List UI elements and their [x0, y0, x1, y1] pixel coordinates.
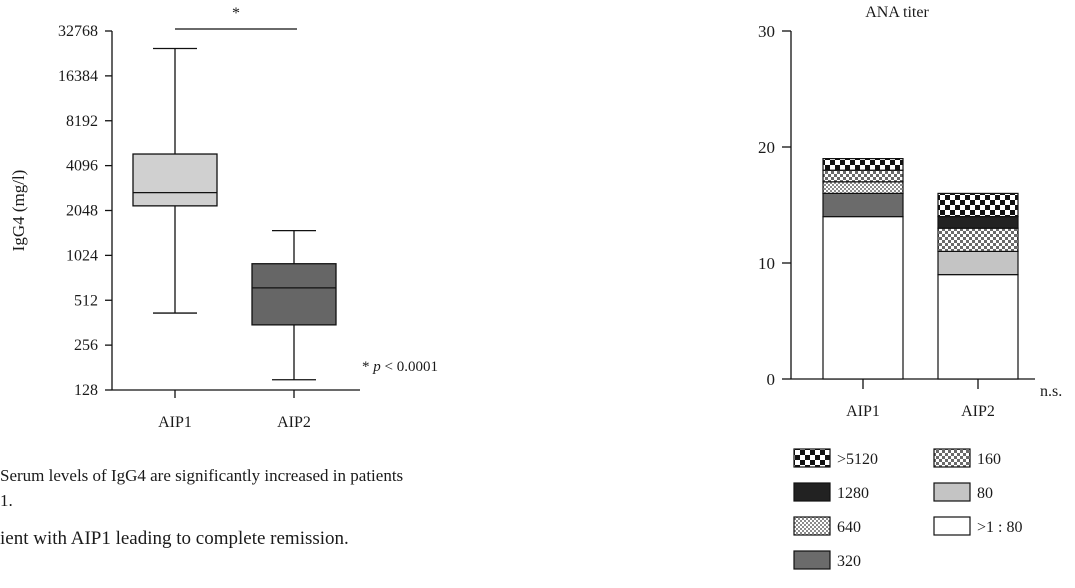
y-tick-label: 1024 — [66, 247, 98, 264]
legend-label: 1280 — [837, 485, 869, 502]
x-tick-label: AIP2 — [961, 403, 995, 420]
legend-swatch-darkgray — [793, 550, 831, 570]
bar-segment-aip2-lightgray — [937, 250, 1019, 276]
bar-segment-aip1-white — [822, 216, 904, 380]
significance-star: * — [232, 5, 240, 22]
legend-label: >1 : 80 — [977, 519, 1022, 536]
legend-swatch-black — [793, 482, 831, 502]
legend-label: 80 — [977, 485, 993, 502]
p-value-threshold: < 0.0001 — [381, 359, 438, 375]
ana-titer-bar-chart: 0 10 20 30 ANA titer AIP1 AIP2 n.s. >5120 160 1280… — [758, 4, 1062, 570]
bar-segment-aip2-bigcheck — [937, 192, 1019, 218]
y-tick-label: 2048 — [66, 203, 98, 220]
legend-label: 160 — [977, 451, 1001, 468]
igg4-boxplot: 128 256 512 1024 2048 4096 8192 16384 32768 IgG4 … — [9, 5, 438, 431]
legend-swatch-lightgray — [933, 482, 971, 502]
y-tick-label: 128 — [74, 382, 98, 399]
box-aip1 — [132, 153, 218, 207]
figure-caption-line-1: Serum levels of IgG4 are significantly i… — [0, 466, 404, 485]
p-value-annotation: * p < 0.0001 — [362, 359, 438, 375]
legend-swatch-white — [933, 516, 971, 536]
p-value-star: * — [362, 359, 373, 375]
bar-segment-aip2-check — [937, 227, 1019, 252]
legend-swatch-bigcheck — [793, 448, 831, 468]
y-tick-label: 30 — [758, 22, 775, 41]
bar-segment-aip2-white — [937, 274, 1019, 380]
y-tick-label: 16384 — [58, 68, 98, 85]
y-tick-label: 20 — [758, 138, 775, 157]
box-aip2 — [251, 263, 337, 326]
y-tick-label: 8192 — [66, 113, 98, 130]
legend-label: 640 — [837, 519, 861, 536]
x-tick-label: AIP1 — [158, 414, 192, 431]
legend-swatch-check — [933, 448, 971, 468]
y-tick-label: 256 — [74, 337, 98, 354]
bar-segment-aip2-black — [937, 216, 1019, 229]
bar-segment-aip1-bigcheck — [822, 158, 904, 171]
body-text-line-1: ient with AIP1 leading to complete remis… — [0, 528, 349, 549]
legend-label: 320 — [837, 553, 861, 570]
legend-label: >5120 — [837, 451, 878, 468]
y-tick-label: 4096 — [66, 158, 98, 175]
chart-title: ANA titer — [865, 4, 929, 21]
y-tick-label: 32768 — [58, 23, 98, 40]
y-tick-label: 0 — [767, 370, 776, 389]
bar-segment-aip1-check — [822, 169, 904, 183]
ns-annotation: n.s. — [1040, 383, 1062, 400]
p-value-symbol: p — [372, 359, 381, 375]
y-tick-label: 512 — [74, 292, 98, 309]
x-tick-label: AIP1 — [846, 403, 880, 420]
y-axis-label: IgG4 (mg/l) — [9, 170, 28, 252]
x-tick-label: AIP2 — [277, 414, 311, 431]
y-tick-label: 10 — [758, 254, 775, 273]
bar-segment-aip1-finecheck — [822, 181, 904, 195]
legend-swatch-finecheck — [793, 516, 831, 536]
figure-caption-line-2: 1. — [0, 491, 13, 510]
bar-segment-aip1-darkgray — [822, 192, 904, 218]
